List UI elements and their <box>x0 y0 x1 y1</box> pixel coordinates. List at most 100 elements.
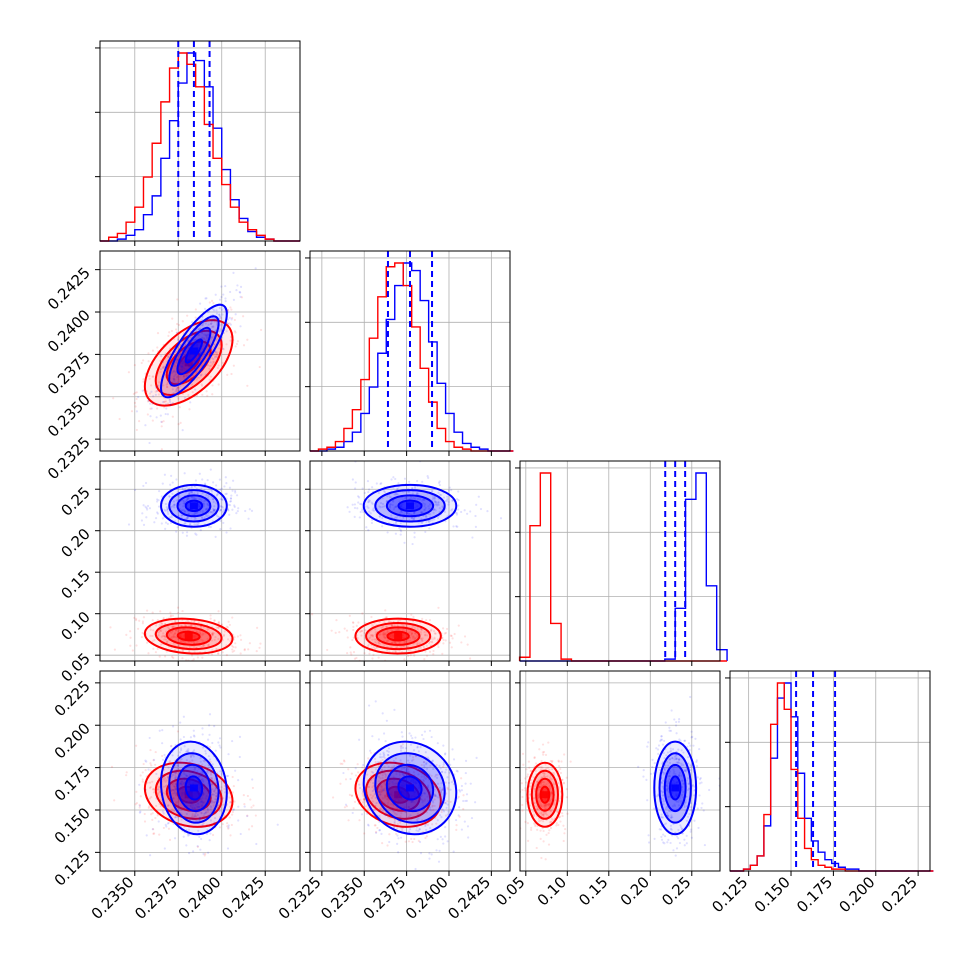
scatter-point <box>183 716 185 718</box>
scatter-point <box>405 841 407 843</box>
scatter-point <box>231 616 233 618</box>
scatter-point <box>411 841 413 843</box>
scatter-point <box>458 624 460 626</box>
scatter-point <box>163 754 165 756</box>
scatter-point <box>179 721 181 723</box>
scatter-point <box>400 530 402 532</box>
scatter-point <box>201 657 203 659</box>
scatter-point <box>360 511 362 513</box>
scatter-point <box>144 788 146 790</box>
scatter-point <box>151 407 153 409</box>
scatter-point <box>230 494 232 496</box>
scatter-point <box>425 619 427 621</box>
scatter-point <box>200 374 202 376</box>
scatter-point <box>233 299 235 301</box>
scatter-point <box>229 487 231 489</box>
scatter-point <box>558 765 560 767</box>
scatter-point <box>564 828 566 830</box>
scatter-point <box>201 394 203 396</box>
scatter-point <box>538 748 540 750</box>
scatter-point <box>176 323 178 325</box>
scatter-point <box>464 821 466 823</box>
scatter-point <box>208 734 210 736</box>
scatter-point <box>135 803 137 805</box>
scatter-point <box>364 492 366 494</box>
scatter-point <box>467 825 469 827</box>
y-tick-label: 0.10 <box>57 608 93 644</box>
scatter-point <box>344 628 346 630</box>
scatter-point <box>528 767 530 769</box>
x-tick-label: 0.2425 <box>444 873 494 923</box>
scatter-point <box>225 330 227 332</box>
scatter-point <box>199 473 201 475</box>
scatter-point <box>169 611 171 613</box>
scatter-point <box>160 421 162 423</box>
scatter-point <box>148 442 150 444</box>
scatter-point <box>361 766 363 768</box>
scatter-point <box>526 775 528 777</box>
scatter-point <box>205 297 207 299</box>
scatter-point <box>247 518 249 520</box>
scatter-point <box>474 801 476 803</box>
scatter-point <box>361 509 363 511</box>
x-tick-label: 0.125 <box>708 873 751 916</box>
scatter-point <box>464 635 466 637</box>
scatter-point <box>220 296 222 298</box>
scatter-point <box>542 830 544 832</box>
scatter-point <box>119 418 121 420</box>
scatter-point <box>347 506 349 508</box>
scatter-point <box>169 484 171 486</box>
scatter-point <box>155 797 157 799</box>
scatter-point <box>198 836 200 838</box>
scatter-point <box>467 644 469 646</box>
scatter-point <box>447 840 449 842</box>
scatter-point <box>525 768 527 770</box>
scatter-point <box>259 642 261 644</box>
scatter-point <box>239 756 241 758</box>
scatter-point <box>169 403 171 405</box>
scatter-point <box>550 827 552 829</box>
scatter-point <box>131 410 133 412</box>
scatter-point <box>470 783 472 785</box>
scatter-point <box>359 787 361 789</box>
scatter-point <box>231 509 233 511</box>
scatter-point <box>535 762 537 764</box>
scatter-point <box>690 831 692 833</box>
scatter-point <box>500 517 502 519</box>
scatter-point <box>243 803 245 805</box>
scatter-point <box>230 497 232 499</box>
scatter-point <box>208 724 210 726</box>
scatter-point <box>176 332 178 334</box>
density-peak-red <box>394 633 402 640</box>
scatter-point <box>246 815 248 817</box>
scatter-point <box>388 841 390 843</box>
scatter-point <box>145 516 147 518</box>
scatter-point <box>162 401 164 403</box>
scatter-point <box>227 621 229 623</box>
scatter-point <box>232 811 234 813</box>
scatter-point <box>149 507 151 509</box>
scatter-point <box>426 835 428 837</box>
density-peak-blue <box>190 502 198 509</box>
scatter-point <box>239 634 241 636</box>
scatter-point <box>142 390 144 392</box>
scatter-point <box>533 822 535 824</box>
scatter-point <box>542 753 544 755</box>
scatter-point <box>467 836 469 838</box>
scatter-point <box>213 725 215 727</box>
scatter-point <box>236 284 238 286</box>
scatter-point <box>521 809 523 811</box>
scatter-point <box>260 329 262 331</box>
scatter-point <box>408 732 410 734</box>
scatter-point <box>153 759 155 761</box>
scatter-point <box>246 339 248 341</box>
density-peak-blue <box>190 348 198 355</box>
scatter-point <box>165 522 167 524</box>
scatter-point <box>184 397 186 399</box>
scatter-point <box>367 480 369 482</box>
scatter-point <box>475 757 477 759</box>
scatter-point <box>251 778 253 780</box>
scatter-point <box>244 805 246 807</box>
